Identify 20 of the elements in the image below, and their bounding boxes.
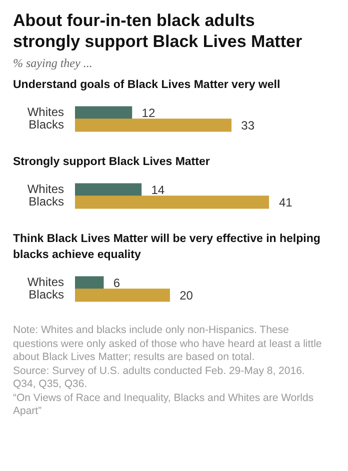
y-tick-label: Blacks xyxy=(28,118,64,132)
y-tick-label: Whites xyxy=(27,104,64,119)
y-tick-label: Whites xyxy=(27,274,64,289)
chart-title: Understand goals of Black Lives Matter very well xyxy=(13,78,282,93)
text: Note: Whites and blacks include only non-Hispanics. These questions were only asked of those who have heard at least a little about Black Lives Matter; results are based on total. xyxy=(13,324,323,364)
data-label: 14 xyxy=(151,182,165,197)
source-note: Source: Survey of U.S. adults conducted Feb. 29-May 8, 2016. Q34, Q35, Q36. xyxy=(13,364,306,392)
data-label: 33 xyxy=(241,118,255,133)
data-label: 12 xyxy=(142,106,156,120)
data-label: 41 xyxy=(279,196,293,210)
data-label: 20 xyxy=(180,288,194,303)
text: “On Views of Race and Inequality, Blacks and Whites are Worlds Apart” xyxy=(13,392,315,418)
chart-title: Strongly support Black Lives Matter xyxy=(13,155,211,170)
y-tick-label: Blacks xyxy=(28,288,64,302)
text: % saying they ... xyxy=(13,56,94,71)
text: About four-in-ten black adults strongly support Black Lives Matter xyxy=(13,10,304,52)
y-tick-label: Whites xyxy=(27,182,64,196)
y-tick-label: Blacks xyxy=(28,194,64,209)
chart-title: Think Black Lives Matter will be very effective in helping blacks achieve equality xyxy=(13,232,322,263)
data-label: 6 xyxy=(113,276,120,290)
